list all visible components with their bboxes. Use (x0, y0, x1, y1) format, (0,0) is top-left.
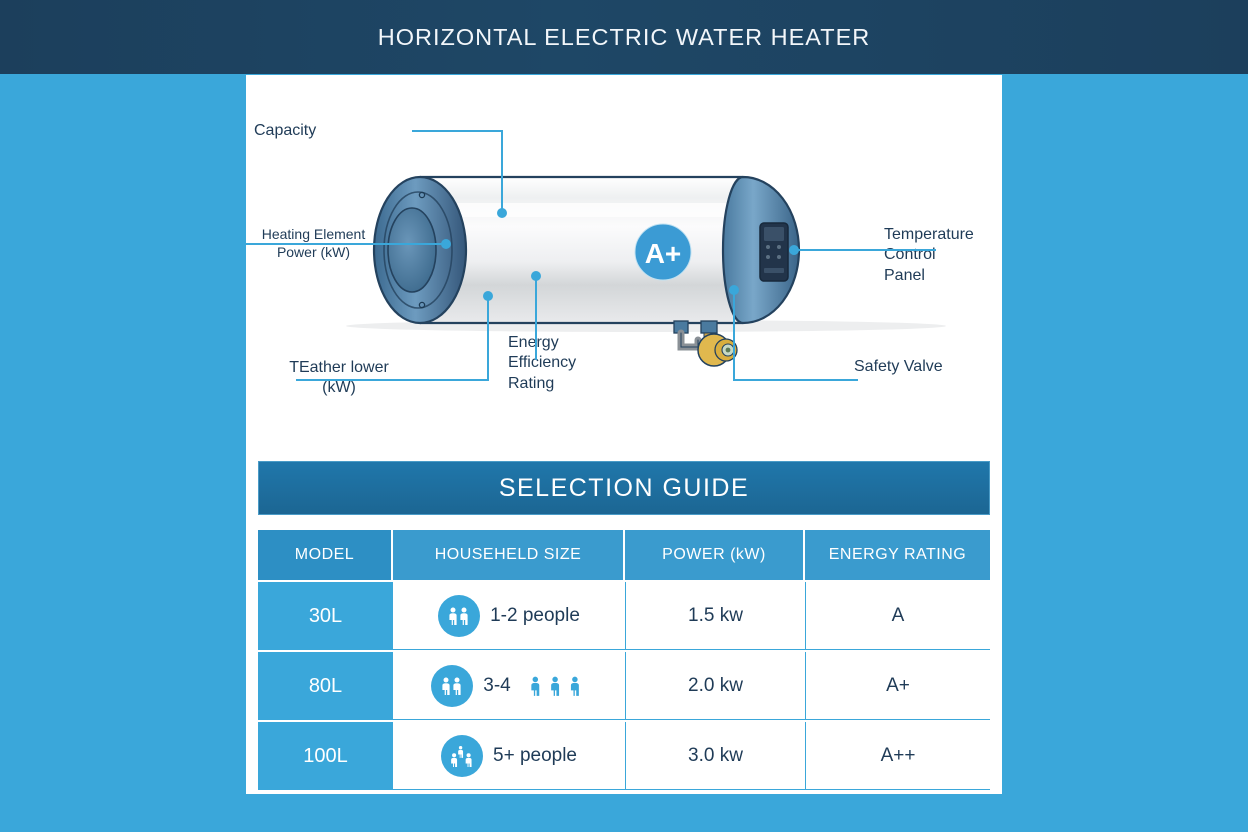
svg-text:A+: A+ (645, 238, 682, 269)
